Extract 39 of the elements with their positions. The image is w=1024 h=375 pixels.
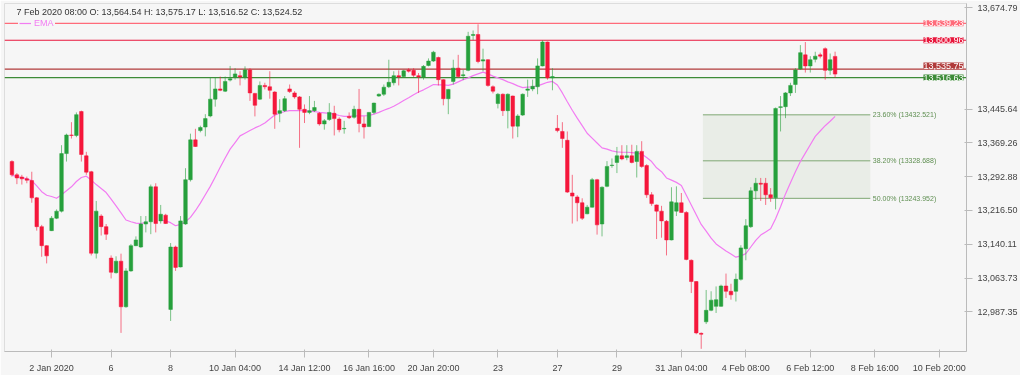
candlestick (728, 283, 733, 301)
ref-line-label: 13,639.23 (923, 18, 964, 29)
annotation: 7 Feb 2020 08:00 O: 13,564.54 H: 13,575.17 L: 13,516.52 C: 13,524.52 (16, 6, 303, 17)
candlestick (347, 111, 352, 120)
y-tick-label: 13,445.64 (977, 104, 1018, 115)
y-tick-label: 13,369.26 (977, 137, 1018, 148)
x-tick-label: 8 Feb 16:00 (850, 362, 899, 373)
x-tick-label: 4 Feb 08:00 (721, 362, 770, 373)
candlestick (471, 30, 476, 41)
x-tick-label: 6 (108, 362, 114, 373)
candlestick (233, 67, 238, 81)
y-tick-label: 13,216.50 (977, 205, 1018, 216)
x-tick-label: 29 (611, 362, 622, 373)
x-tick-label: 6 Feb 12:00 (786, 362, 835, 373)
x-tick-label: 10 Feb 20:00 (912, 362, 966, 373)
y-tick-label: 13,063.73 (977, 273, 1018, 284)
x-tick-label: 31 Jan 04:00 (655, 362, 708, 373)
text: EMA (34, 18, 54, 28)
ref-line-label: 13,516.63 (923, 72, 964, 83)
ref-line-label: 13,535.75 (923, 60, 964, 71)
x-tick-label: 16 Jan 16:00 (342, 362, 395, 373)
y-tick-label: 13,292.88 (977, 171, 1018, 182)
x-tick-label: 10 Jan 04:00 (209, 362, 262, 373)
x-tick-label: 23 (492, 362, 503, 373)
candlestick (69, 121, 74, 140)
y-tick-label: 12,987.35 (977, 306, 1018, 317)
candlestick (238, 70, 243, 86)
ref-line-label: 13,600.96 (923, 35, 964, 46)
x-tick-label: 20 Jan 20:00 (407, 362, 460, 373)
x-tick-label: 8 (168, 362, 174, 373)
candlestick (342, 120, 347, 135)
x-tick-label: 14 Jan 12:00 (278, 362, 331, 373)
candlestick (228, 65, 233, 82)
x-tick-label: 27 (552, 362, 563, 373)
y-tick-label: 13,140.11 (977, 239, 1017, 250)
x-tick-label: 2 Jan 2020 (29, 362, 74, 373)
y-tick-label: 13,674.79 (977, 2, 1018, 13)
candlestick (619, 144, 624, 161)
candlestick (609, 157, 614, 169)
